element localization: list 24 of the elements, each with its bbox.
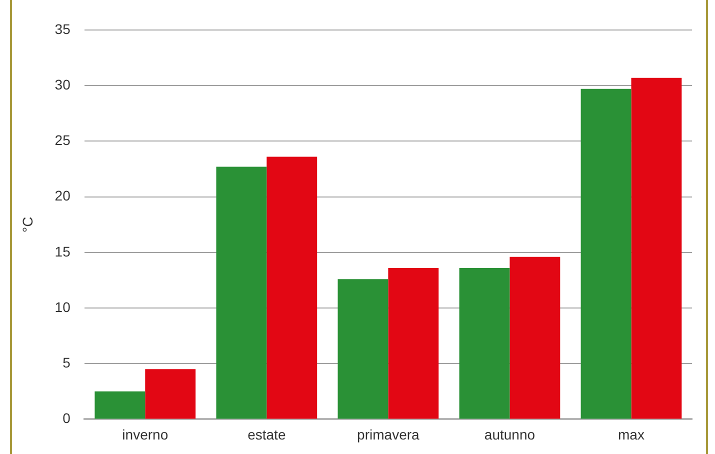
bar [388, 268, 439, 419]
x-tick-label: estate [248, 426, 286, 442]
y-tick-label: 15 [54, 243, 71, 260]
y-tick-label: 30 [54, 76, 71, 92]
y-tick-label: 5 [62, 354, 71, 370]
bar [580, 88, 632, 419]
y-axis-title: °C [19, 216, 36, 232]
y-tick-label: 35 [54, 20, 71, 37]
y-tick-label: 0 [62, 410, 71, 426]
x-tick-label: autunno [484, 426, 536, 442]
x-tick-label: inverno [122, 426, 168, 442]
bar [216, 166, 267, 419]
bar [338, 279, 388, 419]
bar [459, 268, 510, 419]
y-tick-label: 10 [54, 298, 71, 315]
bar [94, 391, 146, 419]
bar [145, 369, 196, 419]
bar [510, 256, 560, 419]
y-tick-label: 20 [54, 188, 71, 204]
x-tick-label: max [618, 426, 644, 442]
x-tick-label: primavera [357, 426, 420, 442]
y-tick-label: 25 [54, 132, 71, 148]
bar [266, 156, 318, 419]
bar [631, 78, 682, 419]
